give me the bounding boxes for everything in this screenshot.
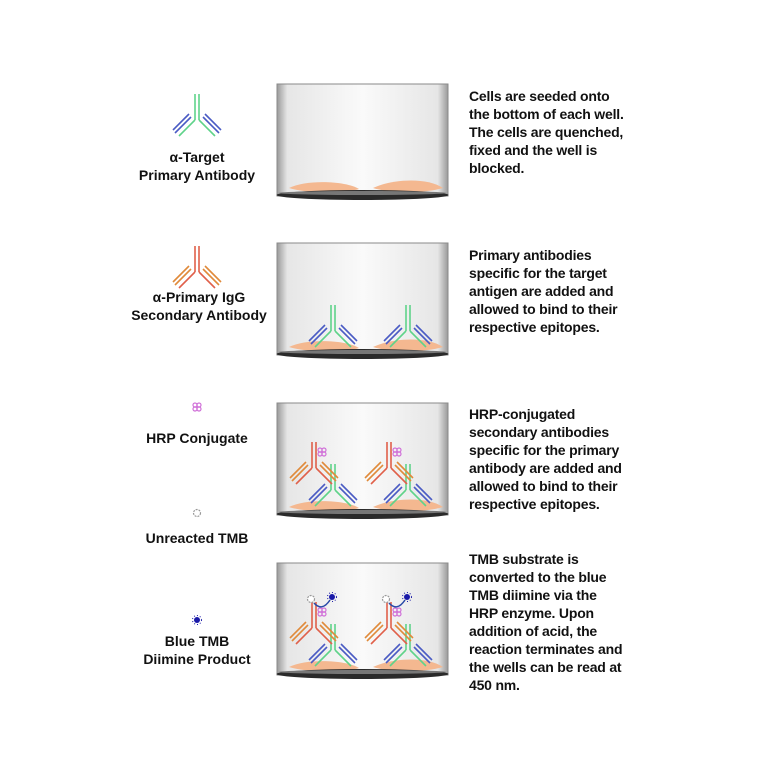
step-1-description: Cells are seeded onto the bottom of each…: [469, 87, 659, 177]
desc-line: fixed and the well is: [469, 142, 598, 158]
desc-line: blocked.: [469, 160, 525, 176]
legend-secondary-antibody: α-Primary IgG Secondary Antibody: [114, 288, 284, 324]
legend-hrp-conjugate: HRP Conjugate: [112, 429, 282, 447]
step-3-description: HRP-conjugated secondary antibodies spec…: [469, 405, 659, 513]
desc-line: allowed to bind to their: [469, 478, 618, 494]
legend-unreacted-tmb: Unreacted TMB: [112, 529, 282, 547]
legend-line: HRP Conjugate: [146, 430, 248, 446]
well-step-2: [277, 243, 449, 359]
desc-line: The cells are quenched,: [469, 124, 624, 140]
primary-antibody-icon: [172, 93, 222, 137]
blue-tmb-icon: [192, 615, 202, 625]
legend-line: α-Target: [169, 149, 225, 165]
well-step-1: [277, 84, 449, 200]
well-step-4: [277, 563, 449, 679]
legend-primary-antibody: α-Target Primary Antibody: [112, 148, 282, 184]
desc-line: TMB diimine via the: [469, 587, 597, 603]
desc-line: HRP enzyme. Upon: [469, 605, 594, 621]
desc-line: the bottom of each well.: [469, 106, 624, 122]
desc-line: HRP-conjugated: [469, 406, 576, 422]
desc-line: secondary antibodies: [469, 424, 609, 440]
legend-line: Blue TMB: [164, 633, 230, 649]
desc-line: specific for the primary: [469, 442, 620, 458]
legend-line: Diimine Product: [143, 651, 251, 667]
legend-line: α-Primary IgG: [152, 289, 246, 305]
desc-line: the wells can be read at: [469, 659, 622, 675]
desc-line: antigen are added and: [469, 283, 614, 299]
desc-line: respective epitopes.: [469, 319, 600, 335]
desc-line: TMB substrate is: [469, 551, 579, 567]
step-2-description: Primary antibodies specific for the targ…: [469, 246, 659, 336]
well-step-3: [277, 403, 449, 519]
legend-line: Secondary Antibody: [131, 307, 267, 323]
legend-blue-tmb: Blue TMB Diimine Product: [112, 632, 282, 668]
desc-line: allowed to bind to their: [469, 301, 618, 317]
desc-line: 450 nm.: [469, 677, 520, 693]
desc-line: antibody are added and: [469, 460, 622, 476]
unreacted-tmb-icon: [192, 508, 202, 518]
desc-line: reaction terminates and: [469, 641, 623, 657]
legend-line: Primary Antibody: [138, 167, 256, 183]
step-4-description: TMB substrate is converted to the blue T…: [469, 550, 659, 694]
secondary-antibody-icon: [172, 245, 222, 289]
desc-line: respective epitopes.: [469, 496, 600, 512]
desc-line: converted to the blue: [469, 569, 607, 585]
desc-line: Cells are seeded onto: [469, 88, 610, 104]
desc-line: Primary antibodies: [469, 247, 592, 263]
legend-line: Unreacted TMB: [145, 530, 249, 546]
desc-line: specific for the target: [469, 265, 607, 281]
hrp-conjugate-icon: [192, 402, 202, 412]
desc-line: addition of acid, the: [469, 623, 598, 639]
